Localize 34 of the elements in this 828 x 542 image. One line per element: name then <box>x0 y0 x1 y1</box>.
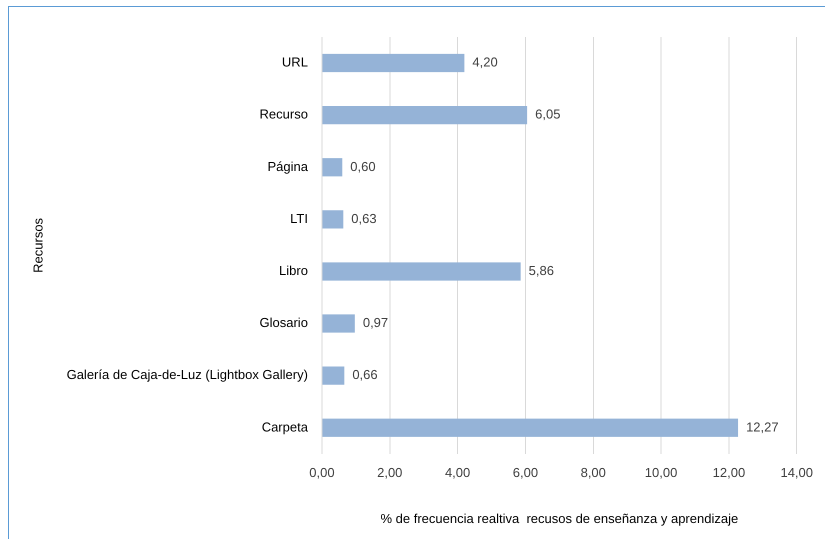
bar <box>322 54 464 72</box>
y-tick-label: Página <box>267 158 309 174</box>
x-tick-label: 0,00 <box>309 465 335 480</box>
bar <box>322 210 344 228</box>
data-label: 5,86 <box>528 263 554 278</box>
data-label: 0,63 <box>351 210 377 226</box>
y-tick-label: LTI <box>290 210 308 226</box>
bar <box>322 262 521 281</box>
bar <box>322 158 342 176</box>
bar <box>322 314 355 333</box>
x-tick-label: 8,00 <box>580 465 606 480</box>
y-axis-title: Recursos <box>30 217 46 273</box>
x-tick-label: 2,00 <box>377 465 402 480</box>
y-tick-label: Glosario <box>260 315 308 330</box>
data-label: 0,66 <box>352 367 378 382</box>
x-tick-label: 4,00 <box>444 465 470 480</box>
x-tick-label: 12,00 <box>712 465 746 480</box>
bar <box>322 366 344 385</box>
x-tick-label: 10,00 <box>644 465 678 480</box>
x-tick-label: 6,00 <box>512 465 538 480</box>
bar <box>322 106 528 124</box>
y-tick-label: Carpeta <box>262 419 309 434</box>
data-label: 0,60 <box>350 158 376 174</box>
y-tick-label: Galería de Caja-de-Luz (Lightbox Gallery) <box>66 367 308 382</box>
bar <box>322 418 738 437</box>
x-tick-label: 14,00 <box>780 465 814 480</box>
y-tick-label: Recurso <box>260 106 308 122</box>
data-label: 0,97 <box>362 315 388 330</box>
data-label: 4,20 <box>472 54 498 70</box>
data-label: 12,27 <box>746 419 779 434</box>
x-axis-title: % de frecuencia realtiva recusos de enseñanza y aprendizaje <box>380 510 738 526</box>
y-tick-label: Libro <box>279 263 308 278</box>
data-label: 6,05 <box>535 106 560 122</box>
y-tick-label: URL <box>282 54 308 70</box>
